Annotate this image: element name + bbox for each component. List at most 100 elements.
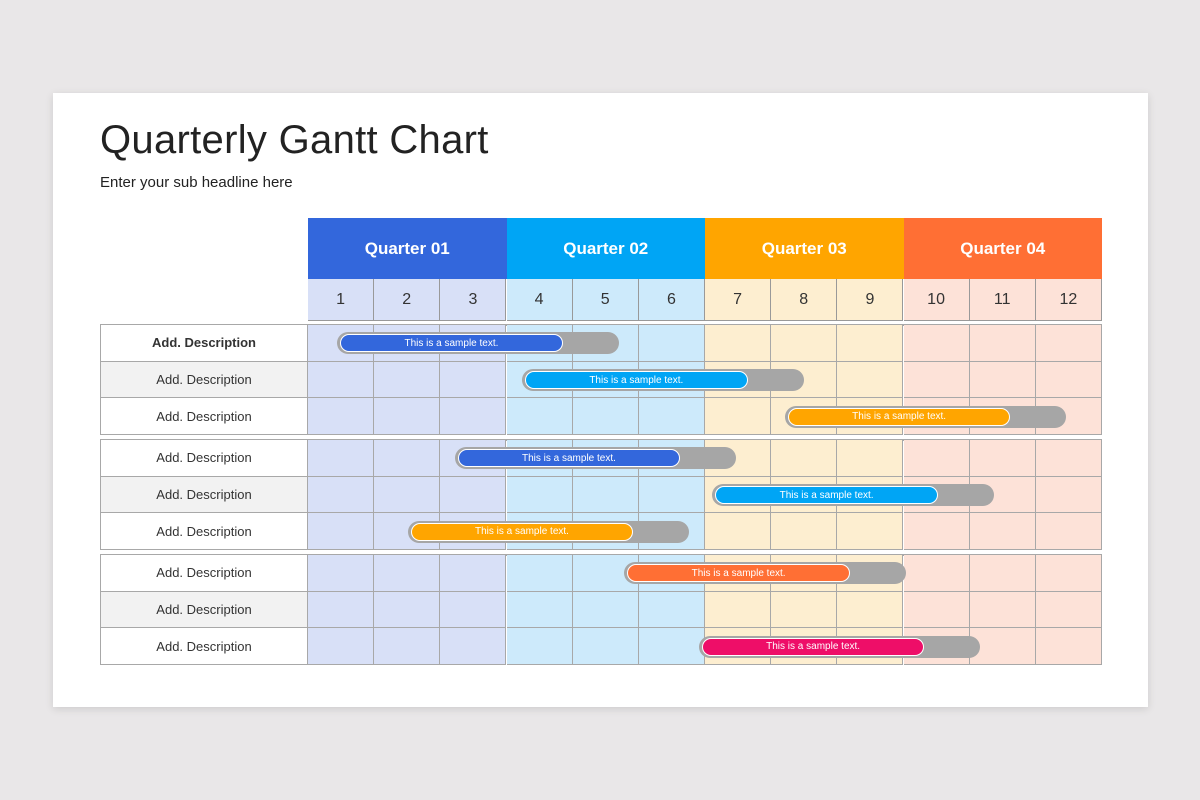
grid-cell: [705, 398, 772, 436]
grid-cell: [308, 628, 375, 666]
month-header: 9: [837, 279, 904, 321]
grid-cell: [969, 440, 1036, 477]
grid-cell: [572, 398, 639, 436]
grid-cell: [308, 398, 375, 436]
task-bar-track: This is a sample text.: [454, 447, 737, 470]
grid-cell: [1035, 513, 1102, 551]
grid-cell: [308, 440, 375, 477]
month-header: 3: [440, 279, 507, 321]
grid-cell: [374, 476, 441, 514]
grid-cell: [638, 476, 705, 514]
task-bar[interactable]: This is a sample text.: [457, 449, 681, 468]
grid-cell: [440, 591, 507, 629]
quarter-header: Quarter 02: [506, 218, 705, 279]
grid-cell: [506, 628, 573, 666]
grid-cell: [771, 591, 838, 629]
grid-cell: [440, 555, 507, 592]
month-header: 6: [638, 279, 705, 321]
grid-cell: [969, 591, 1036, 629]
grid-cell: [440, 628, 507, 666]
grid-cell: [1035, 476, 1102, 514]
month-header: 7: [705, 279, 772, 321]
task-bar-track: This is a sample text.: [699, 635, 981, 658]
grid-cell: [903, 325, 970, 362]
grid-cell: [374, 361, 441, 399]
grid-cell: [903, 361, 970, 399]
grid-cell: [969, 325, 1036, 362]
task-bar-track: This is a sample text.: [785, 405, 1067, 428]
grid-cell: [572, 591, 639, 629]
grid-cell: [308, 555, 375, 592]
grid-cell: [1035, 628, 1102, 666]
grid-cell: [969, 513, 1036, 551]
grid-cell: [837, 513, 904, 551]
row-label: Add. Description: [100, 628, 308, 666]
grid-cell: [572, 476, 639, 514]
grid-cell: [506, 398, 573, 436]
grid-cell: [308, 361, 375, 399]
row-label: Add. Description: [100, 361, 308, 399]
month-header: 8: [771, 279, 838, 321]
task-bar[interactable]: This is a sample text.: [702, 637, 925, 656]
month-header: 4: [506, 279, 573, 321]
grid-cell: [705, 325, 772, 362]
row-label: Add. Description: [100, 591, 308, 629]
grid-cell: [1035, 440, 1102, 477]
grid-cell: [837, 440, 904, 477]
grid-cell: [506, 591, 573, 629]
grid-cell: [705, 591, 772, 629]
grid-cell: [308, 476, 375, 514]
grid-cell: [1035, 325, 1102, 362]
row-label: Add. Description: [100, 513, 308, 551]
grid-cell: [837, 361, 904, 399]
grid-cell: [308, 591, 375, 629]
grid-cell: [638, 591, 705, 629]
quarter-header: Quarter 03: [705, 218, 904, 279]
task-bar-track: This is a sample text.: [624, 562, 907, 585]
month-header: 10: [903, 279, 970, 321]
grid-cell: [903, 513, 970, 551]
grid-cell: [374, 628, 441, 666]
task-bar-track: This is a sample text.: [337, 332, 619, 355]
month-header: 5: [572, 279, 639, 321]
month-header: 12: [1035, 279, 1102, 321]
month-header: 1: [308, 279, 375, 321]
row-label: Add. Description: [100, 440, 308, 477]
grid-cell: [440, 476, 507, 514]
task-bar[interactable]: This is a sample text.: [715, 486, 938, 505]
grid-cell: [440, 361, 507, 399]
grid-cell: [771, 361, 838, 399]
grid-cell: [969, 555, 1036, 592]
task-bar[interactable]: This is a sample text.: [410, 522, 634, 541]
subtitle: Enter your sub headline here: [100, 174, 293, 191]
task-bar-track: This is a sample text.: [407, 520, 690, 543]
task-bar[interactable]: This is a sample text.: [524, 371, 748, 390]
month-header: 2: [374, 279, 441, 321]
grid-cell: [506, 555, 573, 592]
row-label: Add. Description: [100, 555, 308, 592]
grid-cell: [903, 591, 970, 629]
grid-cell: [1035, 591, 1102, 629]
grid-cell: [308, 513, 375, 551]
grid-cell: [638, 628, 705, 666]
task-bar[interactable]: This is a sample text.: [340, 334, 563, 353]
quarter-header: Quarter 01: [308, 218, 507, 279]
grid-cell: [837, 591, 904, 629]
task-bar[interactable]: This is a sample text.: [627, 564, 850, 583]
grid-cell: [638, 325, 705, 362]
task-bar[interactable]: This is a sample text.: [788, 407, 1011, 426]
page-title: Quarterly Gantt Chart: [100, 118, 489, 162]
grid-cell: [374, 591, 441, 629]
row-label: Add. Description: [100, 325, 308, 362]
grid-cell: [638, 398, 705, 436]
task-bar-track: This is a sample text.: [712, 484, 995, 507]
grid-cell: [969, 628, 1036, 666]
grid-cell: [1035, 361, 1102, 399]
month-header: 11: [969, 279, 1036, 321]
grid-cell: [903, 440, 970, 477]
grid-cell: [374, 555, 441, 592]
row-label: Add. Description: [100, 398, 308, 436]
grid-cell: [771, 440, 838, 477]
grid-cell: [969, 361, 1036, 399]
grid-cell: [374, 440, 441, 477]
